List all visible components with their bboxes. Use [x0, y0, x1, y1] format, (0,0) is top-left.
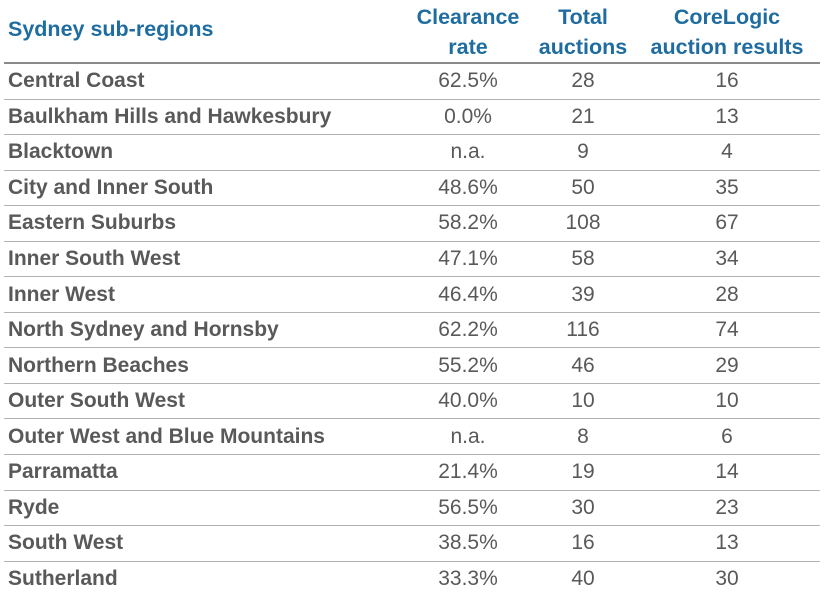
- table-row: South West 38.5% 16 13: [4, 526, 820, 562]
- auction-results-table: Sydney sub-regions Clearance rate Total …: [4, 0, 820, 597]
- region-cell: Eastern Suburbs: [8, 211, 177, 235]
- region-cell: Northern Beaches: [8, 353, 189, 377]
- header-clearance-line1: Clearance: [416, 5, 520, 29]
- header-clearance-rate: Clearance rate: [404, 0, 532, 62]
- corelogic-results-cell: 16: [715, 69, 739, 93]
- table-row: City and Inner South 48.6% 50 35: [4, 171, 820, 207]
- region-cell: North Sydney and Hornsby: [8, 318, 279, 342]
- clearance-rate-cell: 62.2%: [438, 318, 498, 342]
- clearance-rate-cell: 55.2%: [438, 353, 498, 377]
- corelogic-results-cell: 28: [715, 282, 739, 306]
- total-auctions-cell: 21: [571, 104, 595, 128]
- total-auctions-cell: 8: [577, 424, 589, 448]
- region-cell: Parramatta: [8, 460, 118, 484]
- region-cell: Baulkham Hills and Hawkesbury: [8, 104, 332, 128]
- header-total-line1: Total: [558, 5, 608, 29]
- header-corelogic-line2: auction results: [650, 35, 804, 59]
- table-row: Sutherland 33.3% 40 30: [4, 562, 820, 598]
- corelogic-results-cell: 14: [715, 460, 739, 484]
- total-auctions-cell: 30: [571, 495, 595, 519]
- table-row: Blacktown n.a. 9 4: [4, 135, 820, 171]
- clearance-rate-cell: 21.4%: [438, 460, 498, 484]
- region-cell: Central Coast: [8, 69, 145, 93]
- region-cell: South West: [8, 531, 124, 555]
- clearance-rate-cell: 58.2%: [438, 211, 498, 235]
- total-auctions-cell: 58: [571, 247, 595, 270]
- region-cell: City and Inner South: [8, 175, 214, 199]
- header-corelogic-line1: CoreLogic: [673, 5, 781, 29]
- region-cell: Inner South West: [8, 247, 181, 270]
- table-row: Outer West and Blue Mountains n.a. 8 6: [4, 419, 820, 456]
- total-auctions-cell: 108: [565, 211, 601, 235]
- corelogic-results-cell: 13: [715, 531, 739, 555]
- table-row: Eastern Suburbs 58.2% 108 67: [4, 206, 820, 242]
- clearance-rate-cell: 62.5%: [438, 69, 498, 93]
- region-cell: Sutherland: [8, 567, 118, 591]
- clearance-rate-cell: 0.0%: [444, 104, 492, 128]
- clearance-rate-cell: n.a.: [450, 424, 486, 448]
- clearance-rate-cell: 40.0%: [438, 389, 498, 413]
- region-cell: Inner West: [8, 282, 115, 306]
- table-row: North Sydney and Hornsby 62.2% 116 74: [4, 313, 820, 349]
- total-auctions-cell: 50: [571, 175, 595, 199]
- header-clearance-line2: rate: [448, 35, 488, 59]
- clearance-rate-cell: n.a.: [450, 140, 486, 164]
- total-auctions-cell: 16: [571, 531, 595, 555]
- corelogic-results-cell: 10: [715, 389, 739, 413]
- corelogic-results-cell: 35: [715, 175, 739, 199]
- total-auctions-cell: 116: [566, 318, 600, 342]
- clearance-rate-cell: 46.4%: [438, 282, 498, 306]
- clearance-rate-cell: 56.5%: [438, 495, 498, 519]
- corelogic-results-cell: 13: [715, 104, 739, 128]
- total-auctions-cell: 9: [577, 140, 589, 164]
- total-auctions-cell: 39: [571, 282, 595, 306]
- clearance-rate-cell: 47.1%: [438, 247, 498, 270]
- region-cell: Outer South West: [8, 389, 185, 413]
- clearance-rate-cell: 48.6%: [438, 175, 498, 199]
- table-row: Inner West 46.4% 39 28: [4, 277, 820, 313]
- region-cell: Blacktown: [8, 140, 114, 164]
- table-row: Outer South West 40.0% 10 10: [4, 384, 820, 420]
- corelogic-results-cell: 30: [715, 567, 739, 591]
- table-body: Central Coast 62.5% 28 16 Baulkham Hills and…: [4, 64, 820, 597]
- table-header: Sydney sub-regions Clearance rate Total …: [4, 0, 820, 64]
- corelogic-results-cell: 6: [721, 424, 733, 448]
- table-row: Baulkham Hills and Hawkesbury 0.0% 21 13: [4, 100, 820, 136]
- table-row: Parramatta 21.4% 19 14: [4, 455, 820, 491]
- total-auctions-cell: 28: [571, 69, 595, 93]
- total-auctions-cell: 40: [571, 567, 595, 591]
- total-auctions-cell: 10: [571, 389, 595, 413]
- table-row: Ryde 56.5% 30 23: [4, 491, 820, 527]
- clearance-rate-cell: 33.3%: [438, 567, 498, 591]
- total-auctions-cell: 19: [571, 460, 595, 484]
- header-total-line2: auctions: [538, 35, 628, 59]
- corelogic-results-cell: 29: [715, 353, 739, 377]
- corelogic-results-cell: 34: [715, 247, 739, 270]
- region-cell: Ryde: [8, 495, 60, 519]
- clearance-rate-cell: 38.5%: [438, 531, 498, 555]
- region-cell: Outer West and Blue Mountains: [8, 424, 325, 448]
- corelogic-results-cell: 4: [721, 140, 733, 164]
- header-total-auctions: Total auctions: [532, 0, 634, 62]
- table-row: Inner South West 47.1% 58 34: [4, 242, 820, 278]
- corelogic-results-cell: 67: [715, 211, 739, 235]
- corelogic-results-cell: 74: [715, 318, 739, 342]
- header-region-label: Sydney sub-regions: [8, 17, 214, 41]
- table-row: Northern Beaches 55.2% 46 29: [4, 348, 820, 384]
- total-auctions-cell: 46: [571, 353, 595, 377]
- corelogic-results-cell: 23: [715, 495, 739, 519]
- table-row: Central Coast 62.5% 28 16: [4, 64, 820, 100]
- header-region: Sydney sub-regions: [4, 0, 404, 62]
- header-corelogic-results: CoreLogic auction results: [634, 0, 820, 62]
